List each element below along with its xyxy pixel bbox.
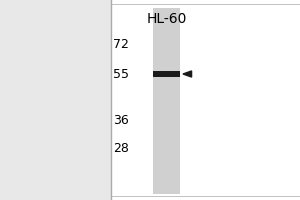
Text: 36: 36	[113, 114, 129, 127]
Text: 28: 28	[113, 142, 129, 154]
Text: 72: 72	[113, 38, 129, 50]
Bar	[153, 71, 180, 77]
Bar	[111, 0, 300, 200]
Bar	[153, 8, 180, 194]
Polygon shape	[183, 71, 192, 77]
Text: HL-60: HL-60	[146, 12, 187, 26]
Text: 55: 55	[113, 68, 129, 80]
